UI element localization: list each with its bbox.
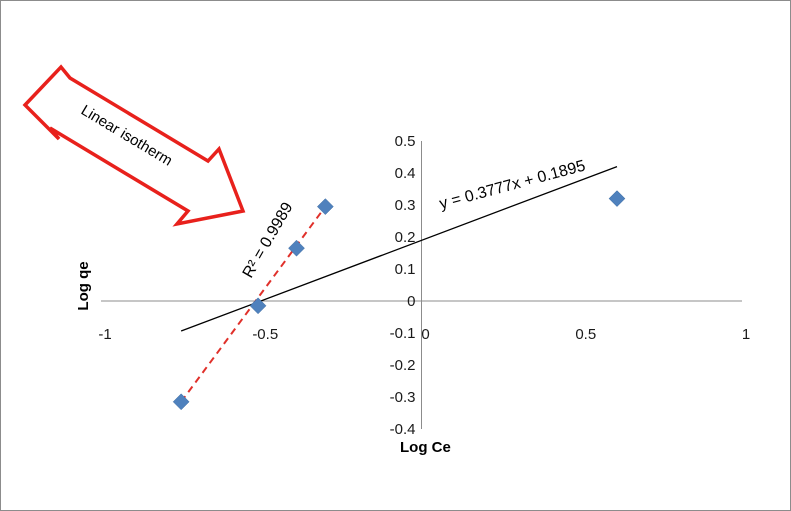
r-squared-label: R² = 0.9989 (240, 200, 297, 281)
data-point (608, 190, 626, 207)
arrow-icon (22, 64, 246, 227)
y-tick-label: -0.2 (390, 357, 416, 374)
x-tick-label: -1 (98, 326, 111, 343)
x-axis-title: Log Ce (400, 439, 451, 456)
y-tick-label: -0.3 (390, 389, 416, 406)
trendline-equation: y = 0.3777x + 0.1895 (438, 158, 588, 213)
y-tick-label: -0.4 (390, 421, 416, 438)
x-tick-label: 1 (742, 326, 750, 343)
y-tick-label: -0.1 (390, 325, 416, 342)
x-tick-label: -0.5 (252, 326, 278, 343)
x-tick-label: 0 (421, 326, 429, 343)
linear-trendline (180, 166, 618, 332)
data-point (249, 297, 267, 315)
data-point (316, 198, 334, 215)
linear-isotherm-arrow: Linear isotherm (22, 64, 246, 227)
data-point (172, 393, 190, 411)
y-tick-label: 0.1 (395, 261, 416, 278)
x-tick-label: 0.5 (575, 326, 596, 343)
y-tick-label: 0 (407, 293, 415, 310)
y-axis-title: Log qe (75, 261, 92, 310)
y-tick-label: 0.2 (395, 229, 416, 246)
data-point (288, 239, 305, 257)
y-tick-label: 0.5 (395, 133, 416, 150)
y-tick-label: 0.4 (395, 165, 416, 182)
y-tick-label: 0.3 (395, 197, 416, 214)
